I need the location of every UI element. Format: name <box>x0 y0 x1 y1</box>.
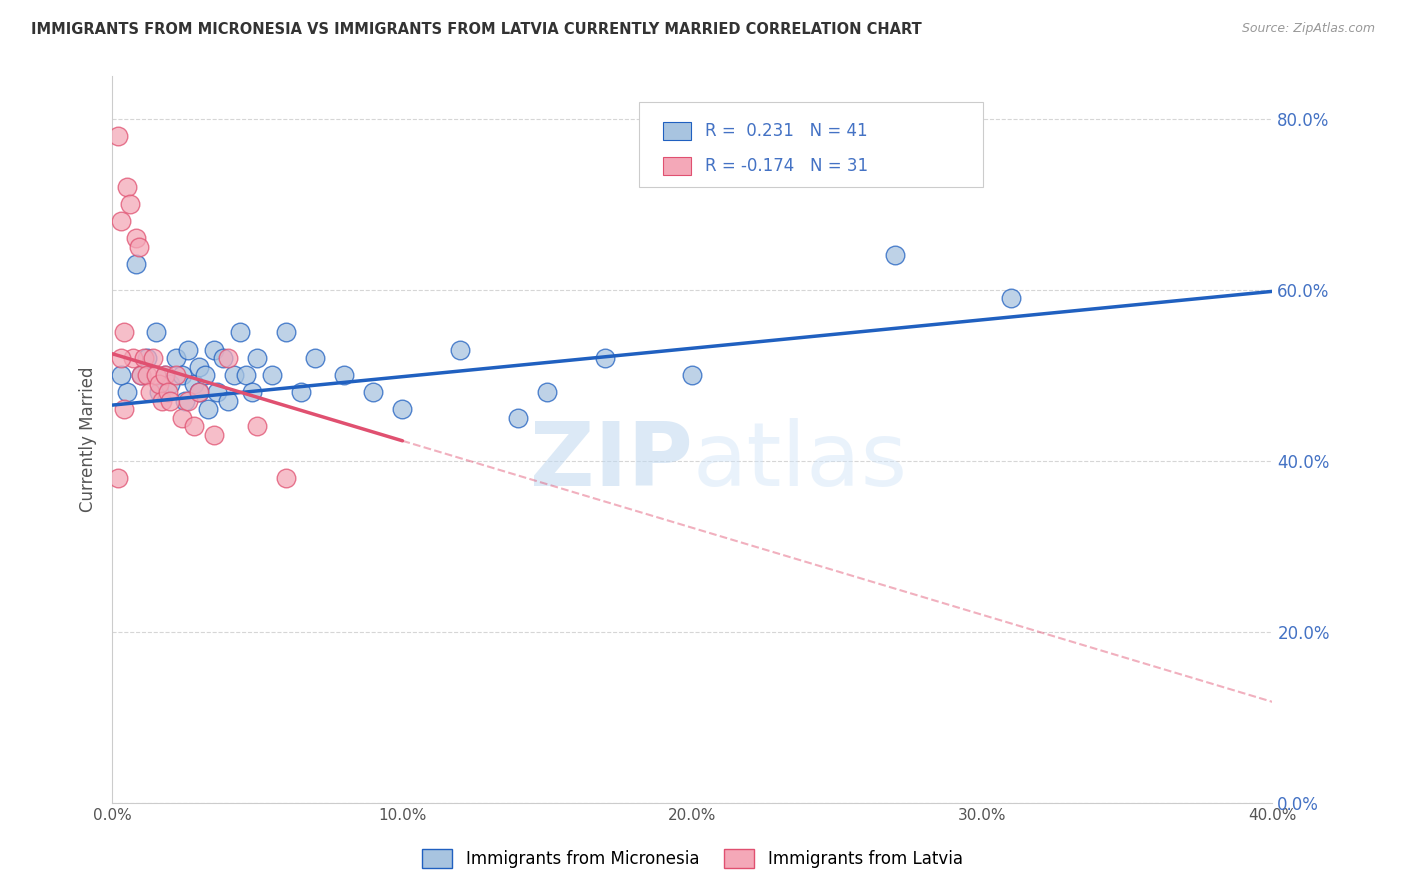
Point <box>884 248 907 262</box>
Text: IMMIGRANTS FROM MICRONESIA VS IMMIGRANTS FROM LATVIA CURRENTLY MARRIED CORRELATI: IMMIGRANTS FROM MICRONESIA VS IMMIGRANTS… <box>31 22 922 37</box>
Point <box>224 368 246 383</box>
Point <box>139 385 162 400</box>
Point <box>450 343 472 357</box>
Point <box>110 214 132 228</box>
Point <box>107 128 129 143</box>
Y-axis label: Currently Married: Currently Married <box>79 367 97 512</box>
Point <box>153 368 176 383</box>
Point <box>150 393 173 408</box>
Point <box>276 326 298 340</box>
Point <box>333 368 356 383</box>
Point <box>172 368 194 383</box>
Point <box>290 385 312 400</box>
Point <box>153 368 176 383</box>
Point <box>202 428 225 442</box>
Point <box>235 368 257 383</box>
FancyBboxPatch shape <box>664 122 692 140</box>
Point <box>218 393 240 408</box>
Point <box>131 368 153 383</box>
Text: Source: ZipAtlas.com: Source: ZipAtlas.com <box>1241 22 1375 36</box>
Point <box>142 351 165 365</box>
Point <box>131 368 153 383</box>
Point <box>1000 291 1022 305</box>
Point <box>148 385 170 400</box>
Text: R =  0.231   N = 41: R = 0.231 N = 41 <box>706 122 868 140</box>
Point <box>197 402 219 417</box>
Point <box>183 376 205 391</box>
Point <box>183 419 205 434</box>
Text: R = -0.174   N = 31: R = -0.174 N = 31 <box>706 157 869 175</box>
Point <box>229 326 252 340</box>
Point <box>112 326 135 340</box>
Point <box>595 351 617 365</box>
Point <box>391 402 413 417</box>
Point <box>110 368 132 383</box>
FancyBboxPatch shape <box>640 103 984 187</box>
Text: atlas: atlas <box>693 417 908 505</box>
Point <box>260 368 283 383</box>
Point <box>304 351 326 365</box>
Point <box>177 393 200 408</box>
Point <box>128 240 150 254</box>
Point <box>536 385 558 400</box>
Point <box>188 385 211 400</box>
FancyBboxPatch shape <box>664 157 692 175</box>
Point <box>110 351 132 365</box>
Point <box>124 257 148 271</box>
Point <box>172 411 194 425</box>
Point <box>159 376 181 391</box>
Point <box>276 471 298 485</box>
Point <box>508 411 530 425</box>
Point <box>188 359 211 374</box>
Point <box>159 393 181 408</box>
Point <box>188 385 211 400</box>
Point <box>682 368 704 383</box>
Point <box>177 343 200 357</box>
Point <box>115 385 138 400</box>
Point <box>174 393 197 408</box>
Point <box>165 368 187 383</box>
Point <box>112 402 135 417</box>
Point <box>107 471 129 485</box>
Point <box>194 368 217 383</box>
Text: ZIP: ZIP <box>530 417 693 505</box>
Point <box>121 351 143 365</box>
Point <box>136 351 159 365</box>
Point <box>246 351 269 365</box>
Point <box>363 385 385 400</box>
Point <box>246 419 269 434</box>
Point <box>211 351 233 365</box>
Point <box>156 385 179 400</box>
Point <box>202 343 225 357</box>
Legend: Immigrants from Micronesia, Immigrants from Latvia: Immigrants from Micronesia, Immigrants f… <box>416 842 969 874</box>
Point <box>118 197 141 211</box>
Point <box>134 351 156 365</box>
Point <box>136 368 159 383</box>
Point <box>145 368 167 383</box>
Point <box>115 180 138 194</box>
Point <box>218 351 240 365</box>
Point <box>205 385 228 400</box>
Point <box>240 385 263 400</box>
Point <box>124 231 148 245</box>
Point <box>145 326 167 340</box>
Point <box>148 376 170 391</box>
Point <box>165 351 187 365</box>
